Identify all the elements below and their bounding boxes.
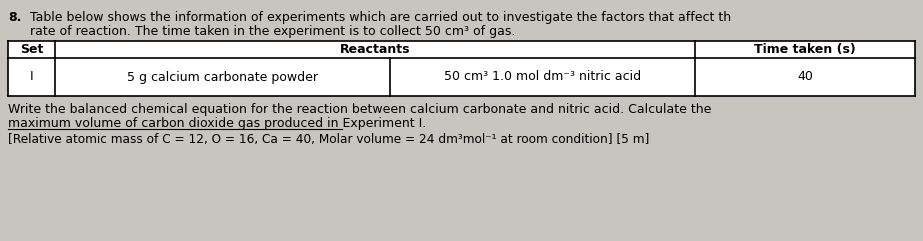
Text: 8.: 8. [8,11,21,24]
Text: Write the balanced chemical equation for the reaction between calcium carbonate : Write the balanced chemical equation for… [8,103,712,116]
Text: [Relative atomic mass of C = 12, O = 16, Ca = 40, Molar volume = 24 dm³mol⁻¹ at : [Relative atomic mass of C = 12, O = 16,… [8,133,650,146]
Text: 50 cm³ 1.0 mol dm⁻³ nitric acid: 50 cm³ 1.0 mol dm⁻³ nitric acid [444,71,641,83]
Text: maximum volume of carbon dioxide gas produced in Experiment I.: maximum volume of carbon dioxide gas pro… [8,117,426,130]
Text: Time taken (s): Time taken (s) [754,43,856,56]
Bar [8,41,915,96]
Text: 5 g calcium carbonate powder: 5 g calcium carbonate powder [127,71,318,83]
Text: rate of reaction. The time taken in the experiment is to collect 50 cm³ of gas.: rate of reaction. The time taken in the … [30,25,515,38]
Text: 40: 40 [797,71,813,83]
Text: Table below shows the information of experiments which are carried out to invest: Table below shows the information of exp… [30,11,731,24]
Text: I: I [30,71,33,83]
Text: Set: Set [19,43,43,56]
Text: Reactants: Reactants [340,43,410,56]
